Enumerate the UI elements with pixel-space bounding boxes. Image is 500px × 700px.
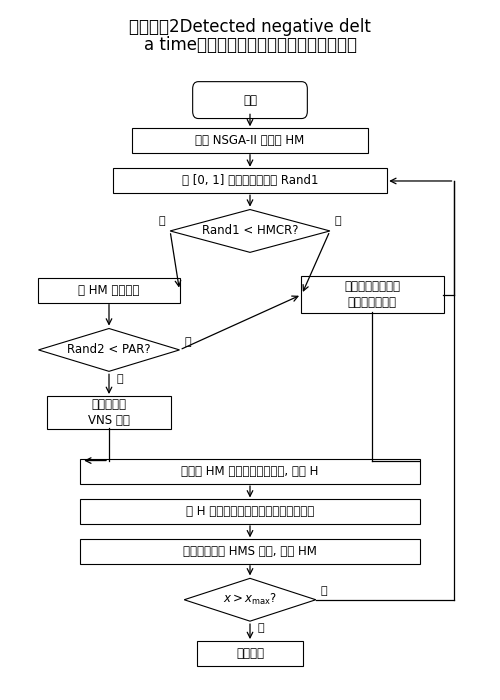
FancyBboxPatch shape	[47, 395, 171, 429]
Polygon shape	[170, 209, 330, 253]
Text: 对新解进行
VNS 扰动: 对新解进行 VNS 扰动	[88, 398, 130, 427]
Text: 否: 否	[320, 586, 327, 596]
FancyBboxPatch shape	[132, 128, 368, 153]
FancyBboxPatch shape	[38, 278, 180, 303]
Text: 输出结果: 输出结果	[236, 647, 264, 660]
Text: 是: 是	[257, 623, 264, 633]
Text: 对 H 进行快速非支配排序、拥挤度计算: 对 H 进行快速非支配排序、拥挤度计算	[186, 505, 314, 518]
Text: 在 HM 内选择解: 在 HM 内选择解	[78, 284, 140, 297]
FancyBboxPatch shape	[80, 499, 420, 524]
Text: a time错误解决方案：深入解析与修复指南: a time错误解决方案：深入解析与修复指南	[144, 36, 356, 55]
Text: Rand2 < PAR?: Rand2 < PAR?	[67, 344, 151, 356]
Text: 利用 NSGA-II 初始化 HM: 利用 NSGA-II 初始化 HM	[196, 134, 304, 147]
FancyBboxPatch shape	[198, 640, 302, 666]
FancyBboxPatch shape	[80, 539, 420, 564]
Text: 无主之地2Detected negative delt: 无主之地2Detected negative delt	[129, 18, 371, 36]
Text: Rand1 < HMCR?: Rand1 < HMCR?	[202, 225, 298, 237]
Text: 精英选择最优 HMS 个解, 更新 HM: 精英选择最优 HMS 个解, 更新 HM	[183, 545, 317, 558]
Text: 解的变量在允许的
范围内随机产生: 解的变量在允许的 范围内随机产生	[344, 280, 400, 309]
FancyBboxPatch shape	[301, 276, 444, 313]
FancyBboxPatch shape	[192, 82, 308, 118]
Text: 否: 否	[184, 337, 191, 347]
FancyBboxPatch shape	[80, 459, 420, 484]
Text: 开始: 开始	[243, 94, 257, 106]
Text: 是: 是	[116, 374, 122, 384]
Text: $x > x_{\rm max}$?: $x > x_{\rm max}$?	[223, 592, 277, 608]
Text: 将初始 HM 与新产生的解合并, 记为 H: 将初始 HM 与新产生的解合并, 记为 H	[182, 466, 318, 478]
FancyBboxPatch shape	[113, 169, 387, 193]
Polygon shape	[38, 328, 180, 371]
Polygon shape	[184, 578, 316, 621]
Text: 是: 是	[159, 216, 166, 226]
Text: 在 [0, 1] 范围产生随机数 Rand1: 在 [0, 1] 范围产生随机数 Rand1	[182, 174, 318, 188]
Text: 否: 否	[334, 216, 341, 226]
